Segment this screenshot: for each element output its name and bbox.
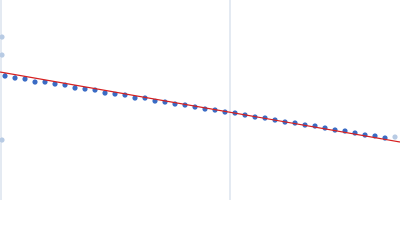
data-point — [2, 73, 8, 79]
data-point — [22, 76, 28, 82]
data-point — [72, 85, 78, 91]
data-point — [392, 134, 398, 140]
data-point — [0, 52, 5, 58]
data-point — [102, 90, 108, 96]
data-point — [132, 95, 138, 101]
fit-line — [0, 71, 400, 143]
data-point — [0, 137, 5, 143]
page: {"chart_data": {"type": "scatter", "xlim… — [0, 0, 400, 200]
data-point — [12, 75, 18, 81]
data-point — [0, 34, 5, 40]
data-point — [32, 79, 38, 85]
data-point — [52, 81, 58, 87]
chart — [0, 0, 400, 200]
